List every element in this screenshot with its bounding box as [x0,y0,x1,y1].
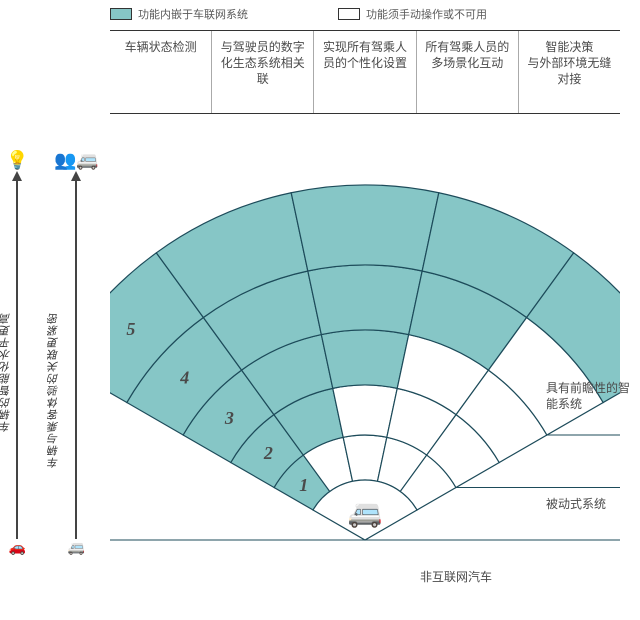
legend-empty-label: 功能须手动操作或不可用 [366,6,487,22]
side-note-upper: 具有前瞻性的智能系统 [546,380,636,412]
ring-label-5: 5 [126,319,135,339]
axis-top-icon: 💡 [6,150,28,171]
axis-bottom-icon: 🚐 [68,539,85,556]
side-note-lower: 被动式系统 [546,496,636,512]
axis-bottom-icon: 🚗 [8,539,25,556]
ring-label-3: 3 [224,408,234,428]
legend-filled-swatch [110,8,132,20]
column-header-1: 与驾驶员的数字化生态系统相关联 [212,31,314,113]
bottom-label: 非互联网汽车 [420,568,492,585]
legend-filled-label: 功能内嵌于车联网系统 [138,6,248,22]
ring-label-1: 1 [299,475,308,495]
fan-cell-r4-s2 [291,185,439,271]
legend: 功能内嵌于车联网系统 功能须手动操作或不可用 [110,6,487,22]
legend-empty: 功能须手动操作或不可用 [338,6,487,22]
car-icon: 🚐 [348,497,383,529]
left-axes: 💡🚗车辆的智能化水平更高👥🚐🚐车辆与乘客体验的关联更紧密 [6,150,106,556]
axis-top-icon: 👥🚐 [54,150,99,171]
fan-cell-r2-s2 [321,330,408,388]
column-header-4: 智能决策 与外部环境无缝对接 [519,31,620,113]
legend-empty-swatch [338,8,360,20]
axis-label: 车辆的智能化水平更高 [0,312,14,432]
axis-arrow-icon [12,171,22,181]
column-headers: 车辆状态检测与驾驶员的数字化生态系统相关联实现所有驾乘人员的个性化设置所有驾乘人… [110,30,620,114]
fan-svg: 🚐 1 2 3 4 5 [110,110,620,550]
ring-label-2: 2 [263,443,273,463]
axis-1: 👥🚐🚐车辆与乘客体验的关联更紧密 [54,150,99,556]
column-header-0: 车辆状态检测 [110,31,212,113]
fan-diagram: 🚐 1 2 3 4 5 [110,110,620,550]
legend-filled: 功能内嵌于车联网系统 [110,6,248,22]
axis-label: 车辆与乘客体验的关联更紧密 [46,312,62,468]
axis-line [75,181,77,539]
axis-line [16,181,18,539]
ring-label-4: 4 [179,368,189,388]
axis-arrow-icon [71,171,81,181]
axis-0: 💡🚗车辆的智能化水平更高 [6,150,28,556]
fan-cell-r1-s2 [333,385,397,437]
column-header-2: 实现所有驾乘人员的个性化设置 [314,31,416,113]
fan-cell-r3-s2 [308,265,422,335]
column-header-3: 所有驾乘人员的多场景化互动 [417,31,519,113]
